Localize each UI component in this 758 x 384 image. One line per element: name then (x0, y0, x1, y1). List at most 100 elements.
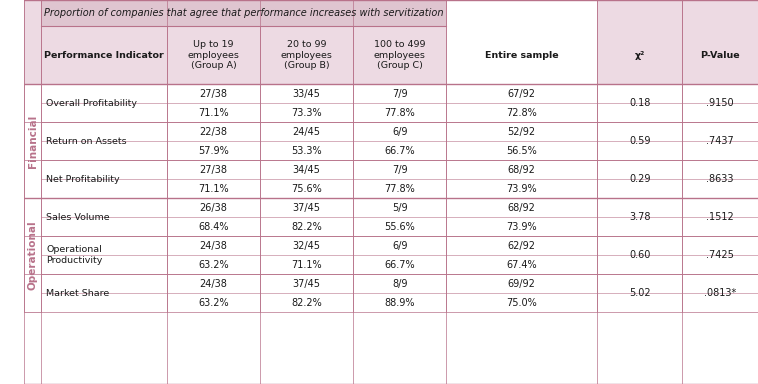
Bar (597, 84, 682, 122)
Bar (23, 84, 41, 198)
Bar (23, 274, 41, 312)
Text: 26/38: 26/38 (199, 202, 227, 212)
Bar (353, 274, 446, 312)
Text: 68/92: 68/92 (508, 202, 536, 212)
Text: .8633: .8633 (706, 174, 734, 184)
Text: Overall Profitability: Overall Profitability (46, 99, 137, 108)
Text: Market Share: Market Share (46, 288, 109, 298)
Bar (682, 84, 758, 122)
Bar (41, 84, 168, 122)
Text: Net Profitability: Net Profitability (46, 174, 120, 184)
Text: 67/92: 67/92 (508, 88, 536, 99)
Bar (260, 274, 353, 312)
Bar (353, 198, 446, 236)
Bar (597, 274, 682, 312)
Bar (682, 122, 758, 160)
Text: 82.2%: 82.2% (291, 298, 322, 308)
Text: 100 to 499
employees
(Group C): 100 to 499 employees (Group C) (374, 40, 425, 70)
Bar (168, 160, 260, 198)
Bar (260, 198, 353, 236)
Bar (446, 236, 597, 274)
Bar (446, 198, 597, 236)
Bar (260, 236, 353, 274)
Text: 56.5%: 56.5% (506, 146, 537, 156)
Text: .1512: .1512 (706, 212, 734, 222)
Bar (168, 236, 260, 274)
Text: 77.8%: 77.8% (384, 108, 415, 118)
Bar (41, 122, 168, 160)
Bar (446, 160, 597, 198)
Bar (446, 274, 597, 312)
Text: 75.6%: 75.6% (291, 184, 322, 194)
Text: 66.7%: 66.7% (384, 146, 415, 156)
Bar (353, 122, 446, 160)
Bar (23, 236, 41, 274)
Text: 6/9: 6/9 (392, 126, 407, 136)
Text: 71.1%: 71.1% (291, 260, 322, 270)
Bar (41, 160, 168, 198)
Text: 53.3%: 53.3% (291, 146, 322, 156)
Bar (23, 198, 41, 312)
Bar (41, 26, 168, 84)
Text: 3.78: 3.78 (629, 212, 650, 222)
Text: Return on Assets: Return on Assets (46, 136, 127, 146)
Text: 7/9: 7/9 (392, 88, 408, 99)
Text: Performance Indicator: Performance Indicator (44, 51, 164, 60)
Text: 37/45: 37/45 (293, 278, 321, 288)
Text: 32/45: 32/45 (293, 240, 321, 250)
Bar (597, 160, 682, 198)
Bar (353, 26, 446, 84)
Text: .9150: .9150 (706, 98, 734, 108)
Bar (353, 84, 446, 122)
Bar (23, 0, 41, 84)
Text: 63.2%: 63.2% (199, 298, 229, 308)
Bar (168, 122, 260, 160)
Text: 72.8%: 72.8% (506, 108, 537, 118)
Text: 0.29: 0.29 (629, 174, 650, 184)
Text: 20 to 99
employees
(Group B): 20 to 99 employees (Group B) (280, 40, 333, 70)
Text: 5/9: 5/9 (392, 202, 408, 212)
Text: 66.7%: 66.7% (384, 260, 415, 270)
Text: Operational
Productivity: Operational Productivity (46, 245, 102, 265)
Text: 55.6%: 55.6% (384, 222, 415, 232)
Text: .7437: .7437 (706, 136, 734, 146)
Bar (682, 160, 758, 198)
Text: Sales Volume: Sales Volume (46, 212, 110, 222)
Text: 77.8%: 77.8% (384, 184, 415, 194)
Text: Up to 19
employees
(Group A): Up to 19 employees (Group A) (188, 40, 240, 70)
Text: Proportion of companies that agree that performance increases with servitization: Proportion of companies that agree that … (44, 8, 443, 18)
Bar (446, 122, 597, 160)
Bar (597, 0, 682, 84)
Bar (682, 198, 758, 236)
Text: 73.9%: 73.9% (506, 184, 537, 194)
Bar (168, 26, 260, 84)
Bar (597, 236, 682, 274)
Bar (23, 84, 41, 122)
Bar (597, 122, 682, 160)
Bar (41, 198, 168, 236)
Text: 75.0%: 75.0% (506, 298, 537, 308)
Text: 24/45: 24/45 (293, 126, 321, 136)
Text: Operational: Operational (27, 220, 38, 290)
Text: P-Value: P-Value (700, 51, 740, 60)
Text: .0813*: .0813* (704, 288, 736, 298)
Text: Entire sample: Entire sample (485, 51, 559, 60)
Text: 37/45: 37/45 (293, 202, 321, 212)
Text: 6/9: 6/9 (392, 240, 407, 250)
Bar (682, 0, 758, 84)
Text: 69/92: 69/92 (508, 278, 536, 288)
Text: 52/92: 52/92 (508, 126, 536, 136)
Bar (168, 198, 260, 236)
Text: 82.2%: 82.2% (291, 222, 322, 232)
Text: 73.3%: 73.3% (291, 108, 322, 118)
Text: 5.02: 5.02 (629, 288, 650, 298)
Text: 24/38: 24/38 (199, 240, 227, 250)
Text: 8/9: 8/9 (392, 278, 407, 288)
Text: .7425: .7425 (706, 250, 735, 260)
Bar (597, 198, 682, 236)
Text: 68/92: 68/92 (508, 164, 536, 174)
Bar (23, 160, 41, 198)
Text: 0.59: 0.59 (629, 136, 650, 146)
Text: χ²: χ² (634, 51, 645, 60)
Text: 88.9%: 88.9% (384, 298, 415, 308)
